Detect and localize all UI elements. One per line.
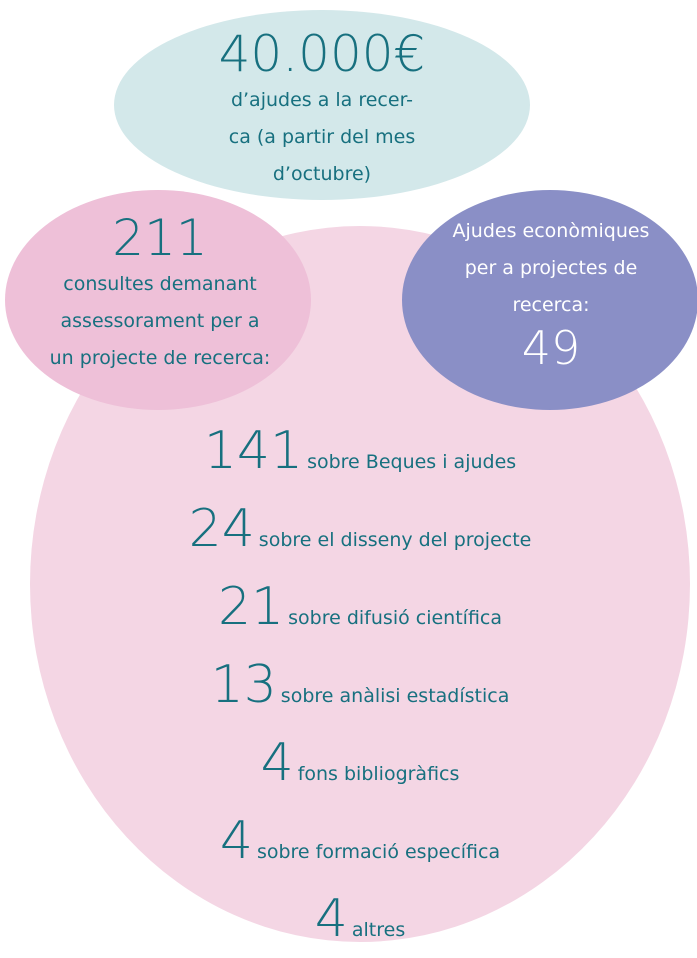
item-row: 4 altres (60, 880, 660, 958)
item-label: sobre anàlisi estadística (280, 685, 510, 707)
text-line: ca (a partir del mes (228, 126, 416, 148)
count: 211 (112, 209, 208, 267)
item-number: 21 (217, 577, 285, 637)
consultations-block: 211 consultes demanant assessorament per… (0, 210, 320, 377)
text-line: per a projectes de (464, 257, 638, 279)
text-line: recerca: (512, 294, 590, 316)
item-row: 141 sobre Beques i ajudes (60, 412, 660, 490)
item-label: sobre Beques i ajudes (307, 451, 517, 473)
item-label: sobre difusió científica (288, 607, 503, 629)
left-bubble (5, 190, 311, 410)
amount: 40.000€ (218, 25, 426, 83)
text-line: d’octubre) (272, 163, 372, 185)
item-row: 4 fons bibliogràfics (60, 724, 660, 802)
top-block: 40.000€ d’ajudes a la recer- ca (a parti… (122, 26, 522, 193)
item-number: 4 (314, 889, 348, 949)
text-line: d’ajudes a la recer- (230, 89, 414, 111)
item-row: 4 sobre formació específica (60, 802, 660, 880)
item-row: 24 sobre el disseny del projecte (60, 490, 660, 568)
item-number: 4 (260, 733, 294, 793)
top-bubble (114, 10, 530, 200)
text-line: Ajudes econòmiques (452, 220, 650, 242)
item-number: 24 (188, 499, 255, 559)
item-row: 21 sobre difusió científica (60, 568, 660, 646)
item-label: sobre formació específica (256, 841, 501, 863)
grants-block: Ajudes econòmiques per a projectes de re… (405, 213, 697, 372)
item-label: fons bibliogràfics (297, 763, 460, 785)
right-bubble (402, 190, 697, 410)
text-line: consultes demanant (63, 273, 257, 295)
item-label: sobre el disseny del projecte (258, 529, 532, 551)
item-row: 13 sobre anàlisi estadística (60, 646, 660, 724)
text-line: un projecte de recerca: (49, 347, 271, 369)
count: 49 (521, 321, 581, 375)
item-number: 141 (203, 421, 304, 481)
item-label: altres (351, 919, 406, 941)
item-number: 4 (219, 811, 253, 871)
item-number: 13 (210, 655, 277, 715)
item-list: 141 sobre Beques i ajudes 24 sobre el disse… (60, 412, 660, 958)
text-line: assessorament per a (60, 310, 260, 332)
